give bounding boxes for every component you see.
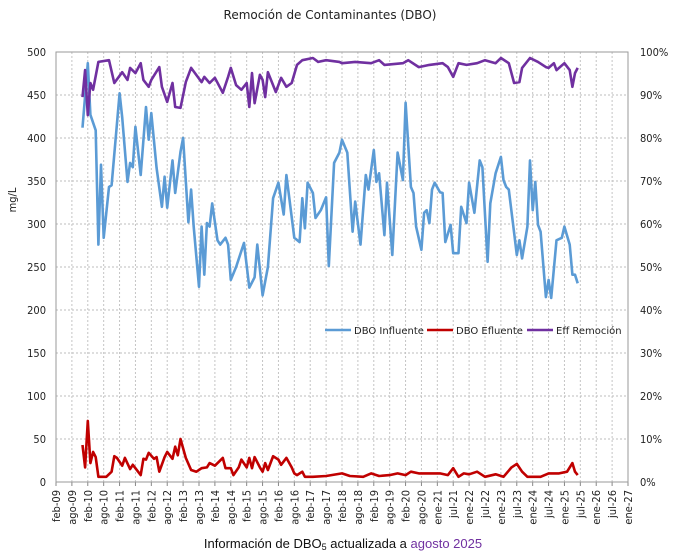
x-tick-label: feb-20 — [400, 490, 413, 522]
series-line-1 — [81, 419, 579, 479]
x-tick-label: feb-18 — [336, 490, 349, 522]
footer-date: agosto 2025 — [410, 536, 483, 551]
x-tick-label: ago-15 — [257, 490, 270, 525]
y2-tick-label: 90% — [640, 89, 662, 102]
x-tick-label: ene-25 — [558, 490, 571, 525]
footer-middle: actualizada a — [326, 536, 411, 551]
x-tick-label: ene-27 — [622, 490, 635, 525]
x-tick-label: ago-11 — [129, 490, 142, 525]
chart-title: Remoción de Contaminantes (DBO) — [224, 8, 437, 22]
y-tick-label: 50 — [33, 433, 46, 446]
x-tick-label: jul-24 — [543, 490, 556, 519]
x-tick-label: ago-16 — [288, 490, 301, 525]
x-tick-label: feb-10 — [82, 490, 95, 522]
y-tick-label: 400 — [27, 132, 46, 145]
x-tick-label: ene-23 — [495, 490, 508, 525]
legend-label: Eff Remoción — [556, 325, 622, 337]
footer-prefix: Información de DBO — [203, 536, 322, 551]
x-tick-label: feb-13 — [177, 490, 190, 522]
y2-tick-label: 80% — [640, 132, 662, 145]
x-tick-label: feb-14 — [209, 490, 222, 522]
axes: 0 50 100 150 200 250 300 350 400 450 500 0% 10% 20% 30… — [27, 46, 668, 525]
x-tick-label: ago-18 — [352, 490, 365, 525]
y-tick-label: 150 — [27, 347, 46, 360]
legend-label: DBO Influente — [354, 326, 424, 337]
y-tick-label: 450 — [27, 89, 46, 102]
legend: DBO Influente DBO Efluente Eff Remoción — [325, 325, 622, 337]
y2-tick-label: 20% — [640, 390, 662, 403]
x-tick-label: feb-09 — [50, 490, 63, 522]
x-tick-label: ago-14 — [225, 490, 238, 525]
y-tick-label: 250 — [27, 261, 46, 274]
x-tick-label: ago-20 — [415, 490, 428, 525]
y-tick-label: 0 — [40, 476, 46, 489]
series-line-2 — [81, 56, 579, 117]
series-lines — [81, 56, 579, 479]
x-tick-label: jul-26 — [606, 490, 619, 519]
plot-frame — [55, 51, 629, 483]
x-tick-label: ago-09 — [66, 490, 79, 525]
y2-tick-label: 0% — [640, 476, 656, 489]
x-tick-label: feb-16 — [272, 490, 285, 522]
x-tick-label: feb-11 — [114, 490, 127, 522]
y2-tick-label: 60% — [640, 218, 662, 231]
y2-tick-label: 10% — [640, 433, 662, 446]
y2-tick-label: 100% — [640, 46, 668, 59]
y-axis-label: mg/L — [6, 187, 19, 212]
x-tick-label: ago-12 — [161, 490, 174, 525]
x-tick-label: ene-26 — [590, 490, 603, 525]
y-tick-label: 500 — [27, 46, 46, 59]
x-tick-label: ago-13 — [193, 490, 206, 525]
legend-label: DBO Efluente — [456, 326, 523, 337]
x-tick-label: jul-21 — [447, 490, 460, 519]
x-tick-label: ene-21 — [431, 490, 444, 525]
x-tick-label: ago-10 — [98, 490, 111, 525]
y2-tick-label: 40% — [640, 304, 662, 317]
y-tick-label: 300 — [27, 218, 46, 231]
y-tick-label: 100 — [27, 390, 46, 403]
y2-tick-label: 70% — [640, 175, 662, 188]
footer-note: Información de DBO5 actualizada a agosto… — [0, 536, 686, 552]
x-tick-label: ene-24 — [527, 490, 540, 525]
x-tick-label: feb-12 — [145, 490, 158, 522]
x-tick-label: ene-22 — [463, 490, 476, 525]
x-tick-label: jul-25 — [574, 490, 587, 519]
x-tick-label: feb-19 — [368, 490, 381, 522]
x-tick-label: feb-15 — [241, 490, 254, 522]
y2-tick-label: 30% — [640, 347, 662, 360]
footer-subscript: 5 — [321, 542, 327, 552]
x-tick-label: feb-17 — [304, 490, 317, 522]
x-tick-label: ago-19 — [384, 490, 397, 525]
x-tick-label: jul-22 — [479, 490, 492, 519]
x-tick-label: jul-23 — [511, 490, 524, 519]
y2-tick-label: 50% — [640, 261, 662, 274]
y-tick-label: 350 — [27, 175, 46, 188]
series-line-0 — [81, 61, 579, 300]
y-tick-label: 200 — [27, 304, 46, 317]
x-tick-label: ago-17 — [320, 490, 333, 525]
